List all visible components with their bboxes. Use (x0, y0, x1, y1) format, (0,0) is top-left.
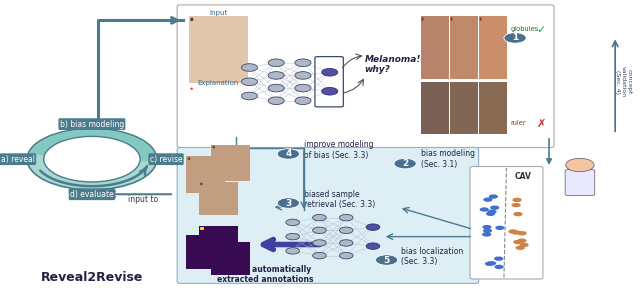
Text: concept
validation
(Sec. 4): concept validation (Sec. 4) (615, 66, 632, 97)
Circle shape (241, 64, 257, 71)
Text: CAV: CAV (515, 172, 532, 181)
Text: biased sample
retrieval (Sec. 3.3): biased sample retrieval (Sec. 3.3) (304, 190, 375, 209)
Circle shape (517, 238, 527, 243)
Circle shape (44, 136, 140, 182)
Circle shape (394, 158, 416, 169)
Text: ✓: ✓ (536, 25, 546, 35)
Text: Reveal2Revise: Reveal2Revise (41, 271, 143, 284)
FancyBboxPatch shape (470, 166, 543, 279)
Circle shape (295, 97, 311, 104)
Circle shape (511, 230, 521, 235)
Circle shape (268, 72, 284, 79)
Circle shape (339, 253, 353, 259)
Text: bias localization
(Sec. 3.3): bias localization (Sec. 3.3) (401, 247, 463, 266)
Circle shape (486, 212, 495, 216)
Circle shape (277, 198, 300, 208)
Circle shape (339, 240, 353, 246)
Text: Melanoma!
why?: Melanoma! why? (364, 55, 421, 74)
Circle shape (513, 198, 522, 202)
Circle shape (488, 209, 497, 214)
Wedge shape (29, 129, 156, 162)
Text: 1: 1 (512, 33, 518, 42)
Circle shape (511, 203, 521, 207)
Text: 2: 2 (402, 159, 408, 168)
Circle shape (518, 231, 527, 235)
Circle shape (508, 229, 518, 234)
FancyBboxPatch shape (565, 170, 595, 195)
Circle shape (313, 214, 326, 221)
FancyBboxPatch shape (177, 148, 479, 283)
Text: ruler: ruler (511, 120, 526, 126)
Circle shape (483, 197, 493, 202)
Circle shape (241, 78, 257, 86)
Circle shape (490, 206, 499, 210)
FancyBboxPatch shape (177, 5, 554, 148)
Circle shape (376, 255, 397, 265)
Text: 3: 3 (285, 199, 291, 207)
Text: input to: input to (127, 195, 157, 204)
Circle shape (322, 68, 338, 76)
Text: bias modeling
(Sec. 3.1): bias modeling (Sec. 3.1) (420, 150, 474, 169)
Text: (semi-) automatically
extracted annotations: (semi-) automatically extracted annotati… (216, 265, 313, 284)
Text: c) revise: c) revise (150, 155, 182, 164)
Circle shape (313, 240, 326, 246)
Circle shape (516, 246, 525, 250)
Circle shape (286, 248, 300, 254)
Circle shape (520, 243, 529, 247)
Circle shape (494, 256, 503, 261)
Circle shape (566, 158, 594, 172)
Circle shape (485, 262, 494, 266)
Circle shape (313, 253, 326, 259)
Circle shape (277, 149, 300, 159)
Circle shape (366, 224, 380, 230)
Text: 4: 4 (285, 150, 292, 158)
Circle shape (322, 87, 338, 95)
Circle shape (241, 92, 257, 100)
Circle shape (366, 243, 380, 249)
Text: globules: globules (511, 26, 539, 32)
Circle shape (339, 227, 353, 234)
Circle shape (313, 227, 326, 234)
Circle shape (286, 219, 300, 226)
Circle shape (489, 194, 498, 199)
Circle shape (513, 240, 522, 244)
Circle shape (295, 72, 311, 79)
Circle shape (504, 33, 526, 43)
Text: improve modeling
of bias (Sec. 3.3): improve modeling of bias (Sec. 3.3) (304, 140, 373, 160)
Text: d) evaluate: d) evaluate (70, 190, 114, 199)
Circle shape (268, 97, 284, 104)
Circle shape (495, 226, 504, 230)
Text: ✗: ✗ (536, 119, 546, 129)
Circle shape (495, 265, 504, 269)
Circle shape (295, 84, 311, 92)
Text: a) reveal: a) reveal (1, 155, 35, 164)
Circle shape (483, 225, 492, 229)
Text: b) bias modeling: b) bias modeling (60, 119, 124, 129)
Circle shape (479, 207, 489, 212)
Circle shape (482, 232, 492, 237)
Circle shape (339, 214, 353, 221)
Circle shape (268, 84, 284, 92)
Circle shape (295, 59, 311, 67)
Circle shape (513, 212, 523, 216)
Circle shape (27, 129, 157, 190)
Circle shape (286, 233, 300, 240)
Text: 5: 5 (383, 255, 390, 265)
Circle shape (487, 261, 496, 266)
Circle shape (483, 229, 492, 233)
Circle shape (268, 59, 284, 67)
